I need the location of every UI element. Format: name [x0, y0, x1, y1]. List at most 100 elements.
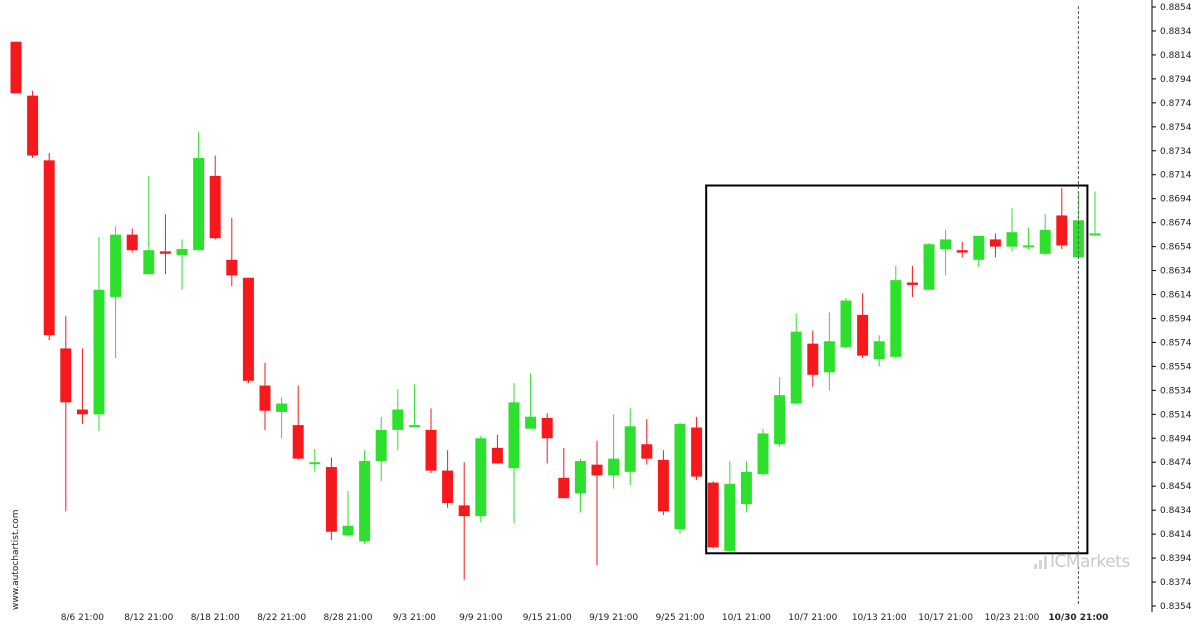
candle-body-bearish [641, 444, 653, 459]
x-tick-label: 8/18 21:00 [191, 613, 240, 623]
y-tick-label: 0.8774 [1160, 99, 1192, 109]
candle-body-bullish [840, 300, 852, 348]
candle-body-bearish [425, 429, 437, 471]
y-tick-label: 0.8374 [1160, 578, 1192, 588]
candle-body-bearish [906, 282, 918, 285]
candle-body-bearish [226, 259, 238, 276]
y-tick-label: 0.8834 [1160, 27, 1192, 37]
y-tick-label: 0.8854 [1160, 3, 1192, 13]
y-tick-label: 0.8674 [1160, 219, 1192, 229]
x-tick-label: 8/12 21:00 [124, 613, 173, 623]
x-tick-label: 10/30 21:00 [1048, 613, 1108, 623]
x-tick-label: 8/22 21:00 [257, 613, 306, 623]
x-tick-label: 8/6 21:00 [61, 613, 105, 623]
x-tick-label: 9/9 21:00 [459, 613, 503, 623]
y-tick-label: 0.8754 [1160, 123, 1192, 133]
candle-body-bearish [159, 251, 171, 254]
candle-body-bearish [989, 239, 1001, 247]
candle-body-bullish [873, 341, 885, 360]
y-tick-label: 0.8734 [1160, 147, 1192, 157]
x-tick-label: 10/23 21:00 [985, 613, 1040, 623]
candle-body-bullish [574, 461, 586, 494]
y-tick-label: 0.8414 [1160, 530, 1192, 540]
candle-body-bullish [359, 461, 371, 542]
x-tick-label: 9/25 21:00 [655, 613, 704, 623]
y-tick-label: 0.8454 [1160, 482, 1192, 492]
y-tick-label: 0.8434 [1160, 506, 1192, 516]
y-tick-label: 0.8354 [1160, 602, 1192, 612]
y-tick-label: 0.8534 [1160, 386, 1192, 396]
candle-body-bullish [392, 409, 404, 430]
y-tick-label: 0.8794 [1160, 75, 1192, 85]
candle-body-bearish [807, 343, 819, 375]
x-tick-label: 9/15 21:00 [523, 613, 572, 623]
brand-prefix: IC [1050, 552, 1066, 572]
candle-body-bearish [76, 409, 88, 415]
x-tick-label: 8/28 21:00 [323, 613, 372, 623]
candle-body-bearish [541, 417, 553, 439]
candle-body-bearish [1056, 215, 1068, 246]
candle-body-bearish [857, 314, 869, 356]
candle-body-bearish [10, 41, 22, 94]
candle-body-bullish [608, 458, 620, 476]
brand-logo: ICMarkets [1034, 552, 1130, 572]
candle-body-bearish [691, 427, 703, 477]
x-tick-label: 9/3 21:00 [393, 613, 437, 623]
y-tick-label: 0.8394 [1160, 554, 1192, 564]
candle-body-bullish [1006, 232, 1018, 247]
candle-body-bullish [740, 471, 752, 505]
candle-body-bullish [923, 244, 935, 290]
candle-body-bearish [591, 464, 603, 476]
candle-body-bullish [276, 403, 288, 412]
x-tick-label: 9/19 21:00 [589, 613, 638, 623]
y-tick-label: 0.8714 [1160, 171, 1192, 181]
candle-body-bearish [707, 482, 719, 548]
candle-body-bullish [940, 239, 952, 249]
y-tick-label: 0.8634 [1160, 267, 1192, 277]
candle-body-bullish [790, 331, 802, 404]
candle-body-bearish [292, 425, 304, 459]
y-tick-label: 0.8554 [1160, 362, 1192, 372]
candle-body-bearish [43, 160, 55, 336]
candle-body-bullish [1023, 245, 1035, 248]
candle-body-bullish [1039, 229, 1051, 254]
candle-body-bullish [375, 429, 387, 462]
watermark-text: www.autochartist.com [11, 509, 21, 610]
candle-body-bearish [242, 277, 254, 381]
candle-body-bullish [1089, 233, 1101, 236]
candle-body-bullish [110, 234, 122, 297]
candle-body-bullish [525, 416, 537, 429]
candle-body-bearish [126, 234, 138, 251]
overlays [705, 6, 1089, 606]
y-tick-label: 0.8574 [1160, 338, 1192, 348]
x-tick-label: 10/1 21:00 [722, 613, 771, 623]
candle-body-bullish [309, 462, 321, 465]
brand-name: Markets [1065, 552, 1130, 572]
candle-body-bearish [442, 470, 454, 503]
candle-body-bullish [823, 341, 835, 373]
x-tick-label: 10/7 21:00 [788, 613, 837, 623]
candle-body-bearish [491, 447, 503, 464]
candle-body-bearish [458, 505, 470, 517]
candle-body-bearish [657, 459, 669, 512]
candles [10, 41, 1101, 580]
candle-body-bearish [259, 385, 271, 411]
y-tick-label: 0.8474 [1160, 458, 1192, 468]
candle-body-bullish [973, 235, 985, 260]
candle-body-bullish [342, 525, 354, 536]
y-axis: 0.8854 0.8834 0.8814 0.8794 0.8774 0.8754 0.87… [1151, 0, 1192, 612]
y-tick-label: 0.8594 [1160, 314, 1192, 324]
candle-body-bullish [890, 280, 902, 357]
candle-body-bullish [176, 248, 188, 255]
x-axis: 8/6 21:00 8/12 21:00 8/18 21:00 8/22 21:00 8… [61, 613, 1109, 623]
x-tick-label: 10/13 21:00 [852, 613, 907, 623]
candle-body-bullish [757, 433, 769, 475]
candle-body-bullish [508, 402, 520, 469]
candle-body-bullish [674, 423, 686, 530]
brand-bars-icon [1034, 556, 1047, 569]
y-tick-label: 0.8494 [1160, 434, 1192, 444]
x-tick-label: 10/17 21:00 [918, 613, 973, 623]
y-tick-label: 0.8614 [1160, 291, 1192, 301]
candle-body-bullish [143, 250, 155, 275]
candle-body-bearish [209, 175, 221, 239]
